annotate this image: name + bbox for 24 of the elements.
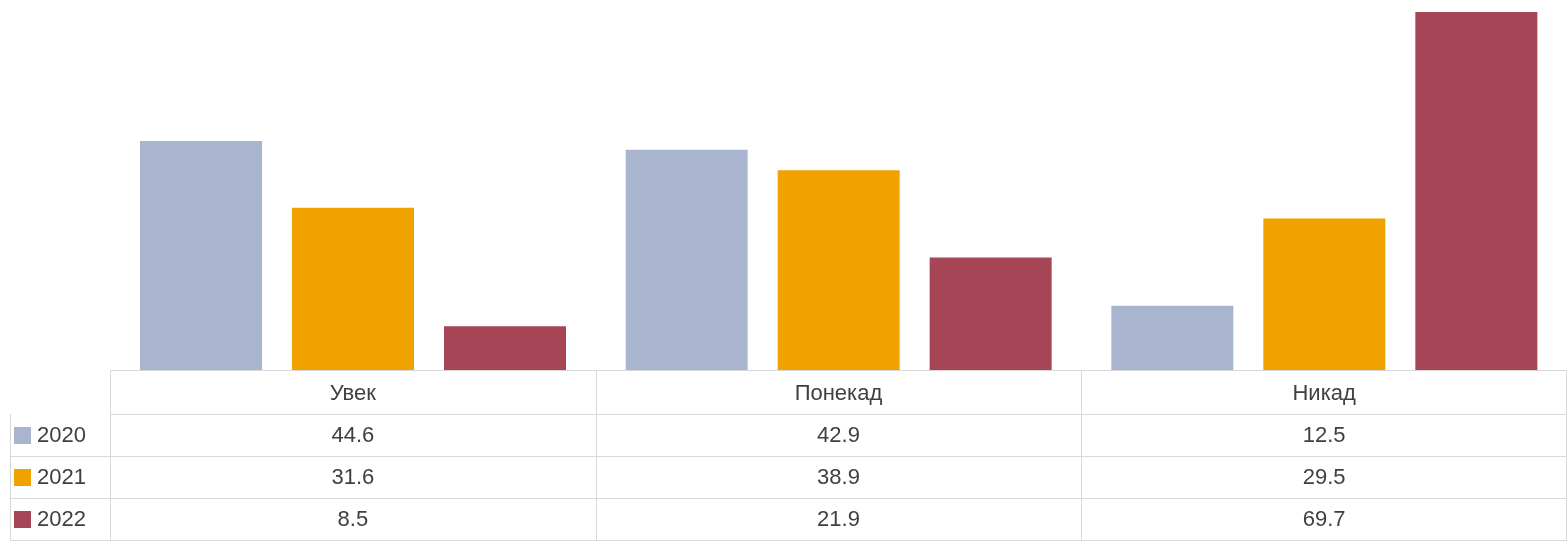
bar	[1415, 12, 1538, 370]
legend-label: 2021	[37, 464, 86, 490]
legend-label: 2022	[37, 506, 86, 532]
data-label: 12.5	[1301, 421, 1347, 449]
data-label: 44.6	[330, 421, 376, 449]
data-label: 38.9	[816, 463, 861, 491]
data-label: 31.6	[330, 463, 376, 491]
bar	[292, 207, 414, 370]
bar	[444, 326, 566, 370]
data-label: 8.5	[336, 505, 370, 533]
bar	[1111, 305, 1234, 370]
data-label: 69.7	[1301, 505, 1347, 533]
x-tick-label: Никад	[1291, 379, 1357, 407]
x-tick-label: Понекад	[793, 379, 884, 407]
bar	[1263, 218, 1386, 370]
data-label: 29.5	[1301, 463, 1347, 491]
legend-label: 2020	[37, 422, 86, 448]
bar	[625, 149, 748, 370]
bar	[929, 257, 1052, 370]
data-label: 42.9	[816, 421, 861, 449]
data-label: 21.9	[816, 505, 861, 533]
x-tick-label: Увек	[328, 379, 377, 407]
bar	[777, 170, 900, 370]
bar	[140, 140, 262, 370]
